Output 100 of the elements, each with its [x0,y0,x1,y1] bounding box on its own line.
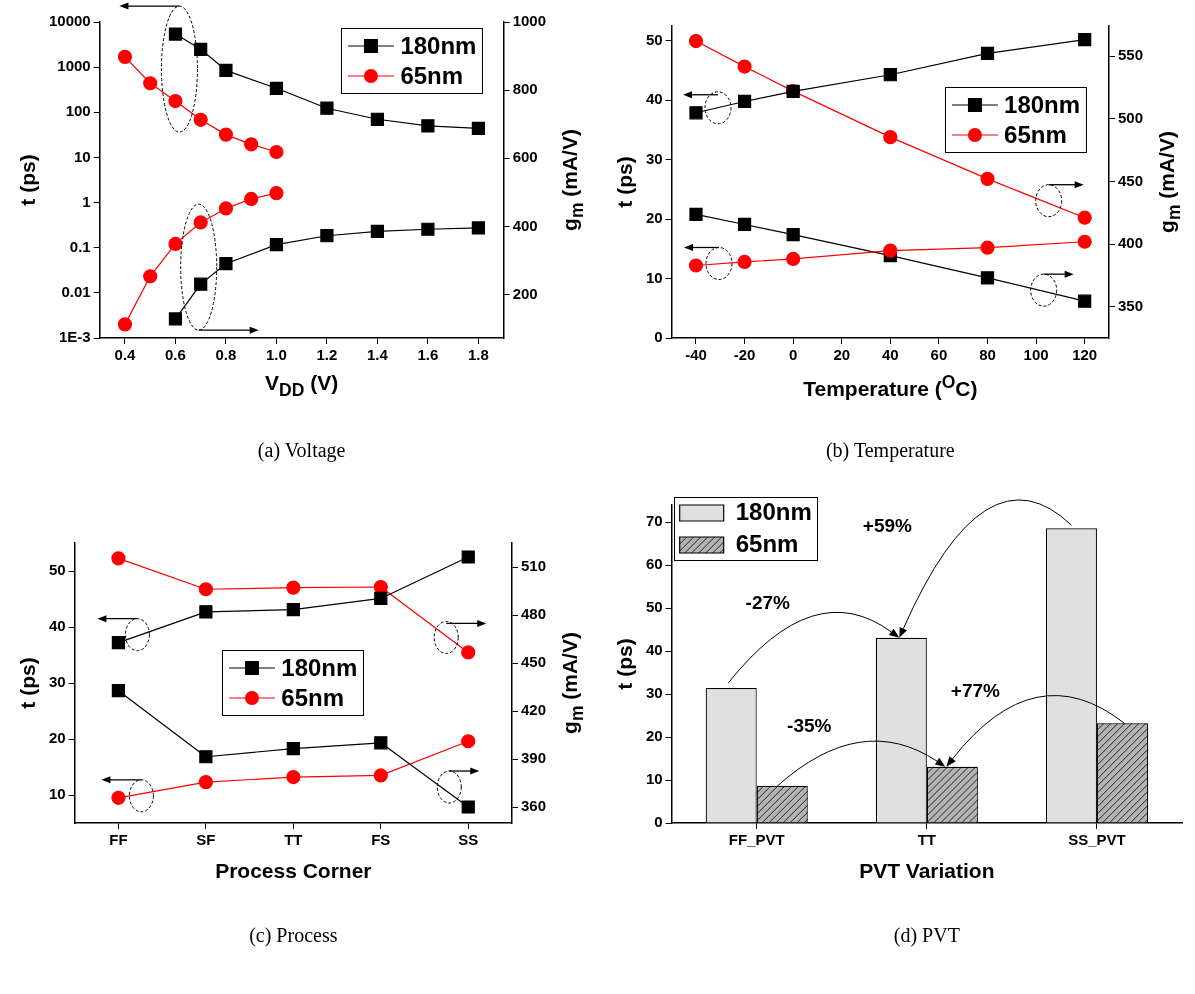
x-tick-label: SS [458,831,479,849]
annotation: -35% [787,714,832,737]
point [1077,210,1092,225]
y-axis-title: t (ps) [16,657,40,709]
y-tick-label: 50 [49,561,66,579]
point [737,254,752,270]
point [111,636,126,650]
x-tick-label: 40 [881,346,899,364]
point [143,76,158,91]
y2-tick-label: 800 [512,80,538,98]
point [194,42,208,56]
x-tick-label: FS [371,831,391,849]
x-tick-label: TT [284,831,303,849]
point [286,603,300,617]
point [1078,294,1092,308]
y-tick-label: 1 [82,192,91,210]
point [374,736,388,750]
point [111,790,126,805]
annotation: +59% [862,515,912,538]
point [421,119,435,133]
y2-tick-label: 450 [1117,171,1143,189]
y2-tick-label: 510 [520,557,546,575]
point [688,258,704,273]
y2-tick-label: 400 [512,216,538,234]
x-tick-label: -40 [685,346,707,364]
point [883,130,898,145]
x-tick-label: 1.2 [316,346,338,364]
x-tick-label: 20 [833,346,851,364]
x-tick-label: 120 [1072,346,1098,364]
point [111,551,126,566]
y2-tick-label: 600 [512,148,538,166]
text: (c) Process [249,923,338,947]
point [218,127,234,142]
x-tick-label: SS_PVT [1068,831,1126,849]
point [1078,33,1092,47]
point [168,27,183,41]
y-tick-label: 0 [654,813,663,831]
x-tick-label: 1.4 [366,346,389,364]
x-tick-label: 0.4 [114,346,137,364]
y2-tick-label: 480 [520,605,546,623]
y-tick-label: 40 [646,641,663,659]
y-tick-label: 20 [646,727,663,745]
point [980,271,995,285]
y-tick-label: 20 [49,729,66,747]
y-tick-label: 70 [646,512,663,530]
x-tick-label: TT [917,831,937,849]
x-axis-title: PVT Variation [859,859,995,883]
legend-label: 65nm [735,529,799,557]
x-axis-title: V$_{DD}$ (V) [265,371,339,401]
y2-tick-label: 420 [520,701,546,719]
point [199,605,213,619]
point [286,580,301,595]
point [461,734,476,749]
y-tick-label: 1E-3 [59,328,91,346]
x-tick-label: 100 [1023,346,1049,364]
point [786,251,801,267]
point [1077,234,1092,249]
y-tick-label: 10 [49,785,66,803]
legend-label: 180nm [281,653,358,683]
point [980,240,995,255]
y-tick-label: 0.01 [61,283,91,300]
y-tick-label: 40 [49,617,66,635]
x-tick-label: 0.8 [215,346,237,364]
y-tick-label: 10000 [48,12,91,30]
y2-tick-label: 400 [1117,234,1143,252]
point [471,121,485,135]
point [193,112,208,127]
point [980,171,995,186]
x-tick-label: 80 [979,346,996,364]
legend-label: 180nm [735,497,812,525]
point [269,144,284,160]
legend-label: 180nm [400,31,477,62]
y-tick-label: 10 [646,268,663,286]
y-tick-label: 1000 [57,57,91,75]
y-tick-label: 50 [646,598,663,616]
point [198,775,213,790]
point [737,217,752,232]
x-tick-label: 1.0 [266,346,287,364]
text: (a) Voltage [257,438,346,462]
y2-tick-label: 500 [1117,108,1143,126]
y2-tick-label: 550 [1117,46,1143,64]
y2-tick-label: 1000 [512,12,547,30]
point [461,550,475,564]
point [461,800,475,814]
x-tick-label: SF [196,831,216,849]
point [111,684,126,698]
point [374,591,388,606]
point [269,81,284,95]
x-axis-title: Process Corner [215,859,372,883]
point [373,768,388,783]
x-tick-label: 0.6 [165,346,186,364]
legend-label: 65nm [400,61,464,92]
annotation: +77% [950,680,1000,703]
x-axis-title: Temperature ($^{O}$C) [803,371,978,401]
legend-label: 65nm [1004,119,1067,150]
x-tick-label: 1.8 [467,346,489,364]
annotation: -27% [745,591,790,614]
point [370,112,385,126]
y-tick-label: 100 [65,102,91,120]
y2-tick-label: 450 [520,653,546,671]
